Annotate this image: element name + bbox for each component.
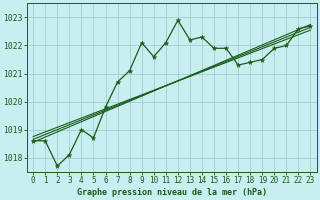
X-axis label: Graphe pression niveau de la mer (hPa): Graphe pression niveau de la mer (hPa)	[77, 188, 267, 197]
